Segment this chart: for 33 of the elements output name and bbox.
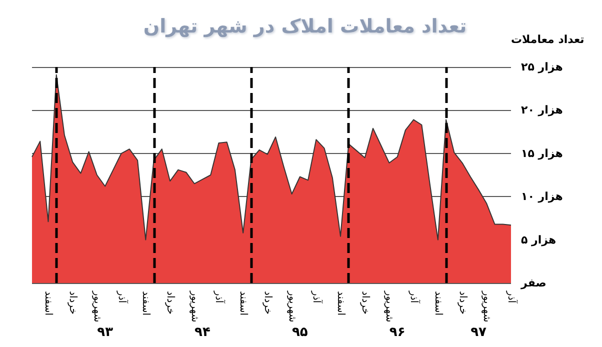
y-tick-label: ۱۰ هزار (521, 190, 563, 204)
x-tick-label: خرداد (456, 291, 468, 314)
text: ۹۴ (194, 325, 210, 340)
text: ۹۶ (389, 325, 406, 340)
x-tick-label: اسفند (238, 291, 249, 316)
text: ۹۳ (97, 325, 114, 340)
y-tick-label: ۲۰ هزار (521, 104, 563, 117)
x-tick-label: خرداد (359, 291, 370, 314)
y-tick-label: ۵ هزار (521, 233, 556, 246)
x-tick-label: شهریور (481, 290, 492, 322)
y-tick-label: ۱۵ هزار (521, 146, 563, 160)
chart-title: تعداد معاملات املاک در شهر تهران (143, 16, 467, 38)
x-tick-label: آذر (310, 290, 324, 304)
x-tick-label: شهریور (91, 290, 102, 322)
x-tick-label: آذر (213, 290, 226, 304)
x-tick-label: اسفند (140, 291, 152, 316)
x-tick-label: آذر (506, 290, 518, 304)
x-tick-label: خرداد (164, 291, 176, 314)
x-tick-label: خرداد (67, 291, 78, 314)
x-tick-label: آذر (408, 290, 422, 304)
x-tick-label: اسفند (42, 291, 54, 316)
text: ۹۵ (292, 325, 308, 340)
text: ۹۷ (470, 325, 487, 340)
x-tick-label: شهریور (384, 290, 395, 322)
y-tick-label: ۲۵ هزار (521, 60, 563, 74)
x-tick-label: اسفند (335, 291, 346, 316)
x-tick-label: آذر (116, 290, 129, 304)
x-tick-label: خرداد (262, 291, 273, 314)
x-tick-label: شهریور (286, 290, 298, 322)
y-tick-label: صفر (520, 276, 546, 290)
x-tick-label: اسفند (432, 291, 444, 316)
y-axis-title: تعداد معاملات (511, 33, 584, 46)
x-tick-label: شهریور (188, 290, 200, 322)
